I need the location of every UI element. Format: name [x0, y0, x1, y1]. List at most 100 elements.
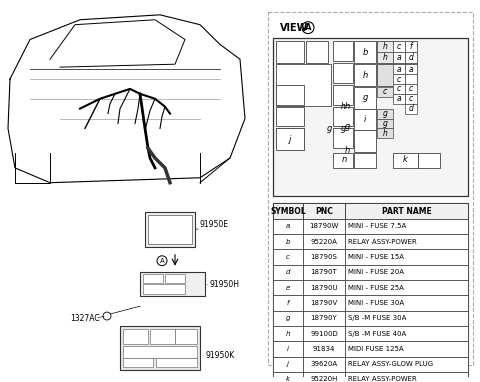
- Bar: [306, 42, 328, 63]
- Text: f: f: [410, 42, 412, 52]
- Bar: [377, 118, 393, 128]
- Bar: [140, 272, 205, 296]
- Bar: [156, 358, 197, 367]
- Bar: [303, 326, 345, 341]
- Bar: [393, 84, 405, 94]
- Bar: [354, 153, 376, 168]
- Bar: [377, 64, 417, 86]
- Bar: [333, 85, 353, 105]
- Text: RELAY ASSY-POWER: RELAY ASSY-POWER: [348, 377, 417, 382]
- Text: d: d: [408, 53, 413, 62]
- Bar: [377, 52, 393, 63]
- Bar: [405, 42, 417, 52]
- Text: c: c: [397, 84, 401, 93]
- Text: c: c: [383, 87, 387, 96]
- Text: c: c: [409, 94, 413, 103]
- Bar: [303, 265, 345, 280]
- Text: 18790S: 18790S: [311, 254, 337, 260]
- Bar: [123, 358, 153, 367]
- Bar: [273, 280, 303, 295]
- Bar: [273, 356, 303, 372]
- Text: MIDI FUSE 125A: MIDI FUSE 125A: [348, 346, 404, 352]
- Bar: [276, 85, 304, 105]
- Bar: [273, 204, 468, 219]
- Bar: [345, 326, 468, 341]
- Text: 95220A: 95220A: [311, 239, 337, 245]
- Bar: [148, 215, 192, 244]
- Bar: [276, 42, 304, 63]
- Bar: [345, 234, 468, 249]
- Bar: [120, 326, 200, 371]
- Text: g: g: [383, 109, 387, 118]
- Bar: [145, 212, 195, 247]
- Bar: [273, 265, 303, 280]
- Bar: [276, 128, 304, 148]
- Text: a: a: [408, 65, 413, 74]
- Bar: [377, 108, 393, 118]
- Text: h: h: [286, 330, 290, 337]
- Text: g: g: [344, 122, 350, 131]
- Text: SYMBOL: SYMBOL: [270, 207, 306, 215]
- Bar: [405, 74, 417, 84]
- Bar: [345, 372, 468, 382]
- Bar: [345, 219, 468, 234]
- Bar: [345, 204, 468, 219]
- Bar: [405, 104, 417, 113]
- Text: A: A: [160, 258, 164, 264]
- Text: c: c: [397, 74, 401, 84]
- Bar: [345, 280, 468, 295]
- Bar: [354, 87, 376, 108]
- Text: g: g: [340, 124, 346, 133]
- Text: g: g: [383, 119, 387, 128]
- Bar: [175, 329, 197, 344]
- Bar: [273, 204, 303, 219]
- Text: b: b: [362, 48, 368, 57]
- Text: PART NAME: PART NAME: [382, 207, 432, 215]
- Bar: [377, 87, 393, 97]
- Bar: [405, 94, 417, 104]
- Bar: [303, 356, 345, 372]
- Bar: [276, 64, 331, 106]
- Text: h: h: [344, 102, 349, 111]
- Text: S/B -M FUSE 40A: S/B -M FUSE 40A: [348, 330, 406, 337]
- Bar: [333, 128, 353, 148]
- Bar: [273, 341, 303, 356]
- Text: j: j: [289, 135, 291, 144]
- Bar: [354, 64, 376, 86]
- Text: RELAY ASSY-POWER: RELAY ASSY-POWER: [348, 239, 417, 245]
- FancyBboxPatch shape: [268, 12, 473, 366]
- Text: MINI - FUSE 25A: MINI - FUSE 25A: [348, 285, 404, 291]
- Bar: [333, 107, 353, 126]
- Bar: [345, 356, 468, 372]
- Text: n: n: [341, 155, 347, 165]
- Text: h: h: [341, 102, 346, 111]
- Bar: [303, 311, 345, 326]
- Text: RELAY ASSY-GLOW PLUG: RELAY ASSY-GLOW PLUG: [348, 361, 433, 367]
- Text: 18790T: 18790T: [311, 269, 337, 275]
- Bar: [333, 63, 353, 83]
- Bar: [303, 372, 345, 382]
- Bar: [303, 280, 345, 295]
- Bar: [333, 42, 353, 61]
- Bar: [276, 128, 304, 150]
- Text: 1327AC: 1327AC: [70, 314, 100, 322]
- Bar: [303, 234, 345, 249]
- Bar: [333, 153, 353, 168]
- Text: a: a: [286, 223, 290, 230]
- Text: i: i: [287, 346, 289, 352]
- Text: S/B -M FUSE 30A: S/B -M FUSE 30A: [348, 315, 407, 321]
- Text: h: h: [383, 42, 387, 52]
- Text: A: A: [305, 23, 311, 32]
- Text: MINI - FUSE 20A: MINI - FUSE 20A: [348, 269, 404, 275]
- Bar: [123, 346, 197, 358]
- Text: c: c: [397, 42, 401, 52]
- Bar: [273, 234, 303, 249]
- Bar: [354, 108, 376, 130]
- Text: 95220H: 95220H: [310, 377, 338, 382]
- Bar: [393, 153, 418, 168]
- Bar: [123, 329, 148, 344]
- Bar: [303, 219, 345, 234]
- Text: a: a: [396, 65, 401, 74]
- Bar: [354, 130, 376, 152]
- Text: 91950E: 91950E: [200, 220, 229, 229]
